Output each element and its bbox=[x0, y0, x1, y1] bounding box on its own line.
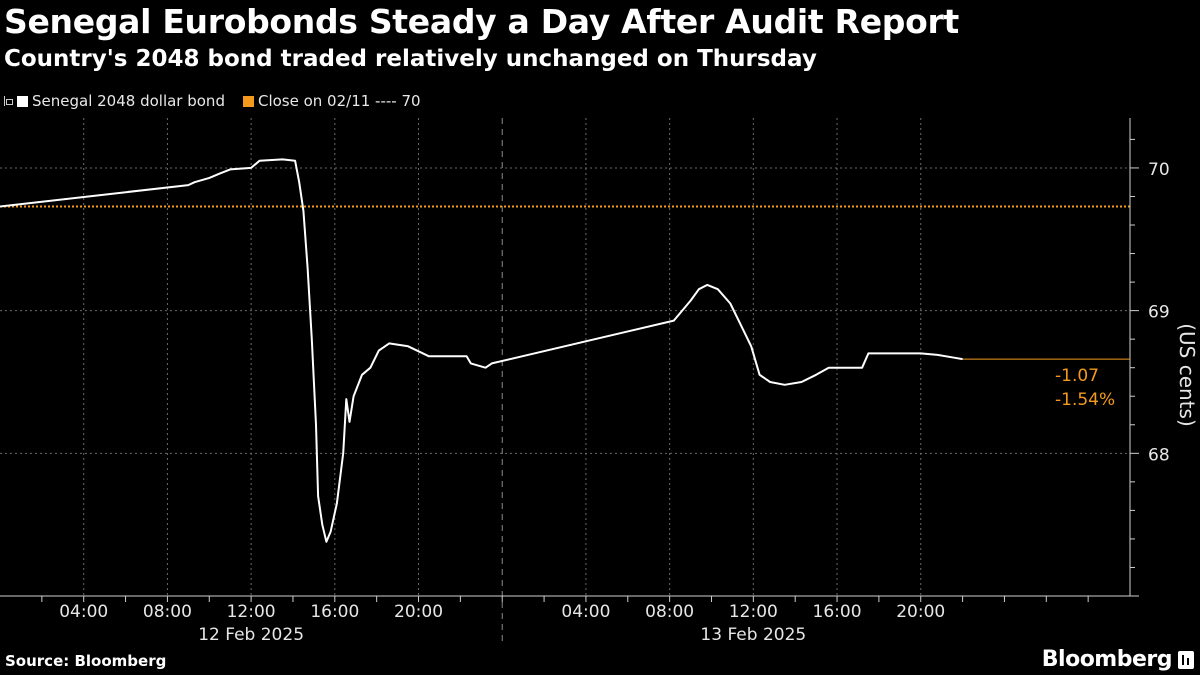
legend-item-series: Senegal 2048 dollar bond bbox=[4, 92, 225, 110]
x-tick-label-1: 08:00 bbox=[143, 602, 192, 622]
x-tick-label-8: 16:00 bbox=[813, 602, 862, 622]
chart-title: Senegal Eurobonds Steady a Day After Aud… bbox=[4, 2, 959, 41]
date-labels: 12 Feb 2025 13 Feb 2025 bbox=[198, 625, 806, 645]
y-tick-label-70: 70 bbox=[1148, 160, 1170, 180]
legend: Senegal 2048 dollar bond Close on 02/11 … bbox=[4, 92, 439, 110]
brand-mark: Bloomberg bbox=[1042, 647, 1194, 672]
date-label-0: 12 Feb 2025 bbox=[198, 625, 304, 645]
grid-lines bbox=[0, 118, 1130, 596]
change-absolute-label: -1.07 bbox=[1055, 366, 1099, 386]
x-tick-label-0: 04:00 bbox=[59, 602, 108, 622]
y-tick-label-68: 68 bbox=[1148, 445, 1170, 465]
date-label-1: 13 Feb 2025 bbox=[700, 625, 806, 645]
x-tick-label-7: 12:00 bbox=[729, 602, 778, 622]
legend-series-label: Senegal 2048 dollar bond bbox=[32, 92, 225, 110]
x-tick-label-2: 12:00 bbox=[227, 602, 276, 622]
x-tick-labels: 04:00 08:00 12:00 16:00 20:00 04:00 08:00 12:00… bbox=[59, 602, 945, 622]
brand-text: Bloomberg bbox=[1041, 647, 1173, 672]
x-tick-label-5: 04:00 bbox=[561, 602, 610, 622]
legend-item-close: Close on 02/11 ---- 70 bbox=[242, 92, 421, 110]
y-tick-label-69: 69 bbox=[1148, 303, 1170, 323]
series-swatch bbox=[17, 95, 28, 107]
legend-close-label: Close on 02/11 ---- 70 bbox=[257, 92, 421, 110]
chart-subtitle: Country's 2048 bond traded relatively un… bbox=[4, 46, 817, 72]
source-note: Source: Bloomberg bbox=[5, 652, 167, 670]
change-percent-label: -1.54% bbox=[1055, 390, 1115, 410]
close-swatch bbox=[242, 95, 254, 107]
candlestick-icon bbox=[4, 96, 13, 106]
series-line-senegal-2048 bbox=[0, 158, 963, 543]
y-tick-labels: 68 69 70 bbox=[1148, 160, 1170, 465]
x-tick-label-9: 20:00 bbox=[896, 602, 945, 622]
axes bbox=[0, 118, 1139, 602]
x-tick-label-4: 20:00 bbox=[394, 602, 443, 622]
x-tick-label-3: 16:00 bbox=[310, 602, 359, 622]
x-tick-label-6: 08:00 bbox=[645, 602, 694, 622]
bloomberg-logo-icon bbox=[1178, 650, 1194, 669]
y-axis-label: (US cents) bbox=[1175, 323, 1199, 427]
